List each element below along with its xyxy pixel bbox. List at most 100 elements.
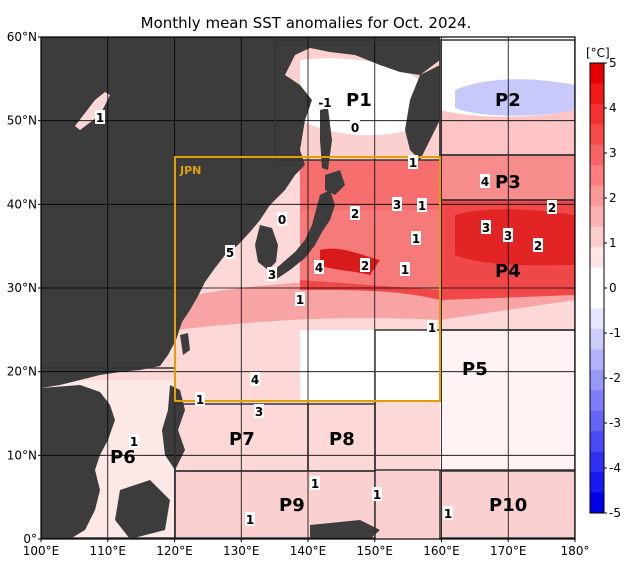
p4-core (455, 209, 575, 266)
contour-label-bg (417, 198, 427, 212)
region-label-p1: P1 (346, 90, 372, 111)
contour-label-bg (195, 392, 205, 406)
contour-label: 1 (129, 434, 139, 449)
contour-label-text: 4 (251, 373, 259, 387)
contour-label: 4 (314, 260, 324, 275)
contour-label-bg (400, 262, 410, 276)
indochina (41, 385, 115, 539)
jpn-region-box (174, 156, 441, 402)
colorbar-segment (590, 206, 604, 228)
contour-label-bg (295, 292, 305, 306)
asia-landmass (41, 37, 440, 388)
region-box-p10 (439, 470, 575, 539)
colorbar-segment (590, 369, 604, 391)
jpn-label: JPN (179, 164, 201, 177)
colorbar-tick-label: 1 (609, 236, 617, 250)
map-area (41, 37, 575, 539)
contour-label: 1 (411, 231, 421, 246)
contour-label: 2 (350, 206, 360, 221)
contour-label-text: 1 (444, 507, 452, 521)
contour-label: 3 (267, 267, 277, 282)
contour-label: 1 (400, 262, 410, 277)
map-title: Monthly mean SST anomalies for Oct. 2024… (141, 14, 472, 32)
colorbar-segment (590, 451, 604, 473)
colorbar-segment (590, 431, 604, 453)
sakhalin (320, 108, 332, 170)
colorbar-segment (590, 390, 604, 412)
colorbar-segment (590, 247, 604, 269)
contour-label: 3 (392, 197, 402, 212)
colorbar-segment (590, 226, 604, 248)
contour-label-bg (372, 487, 382, 501)
colorbar-unit: [°C] (586, 46, 610, 60)
contour-label-text: 1 (311, 477, 319, 491)
contour-label-text: 1 (428, 321, 436, 335)
contour-label-bg (250, 372, 260, 386)
colorbar-segment (590, 288, 604, 309)
colorbar-tick-label: -5 (609, 506, 621, 520)
region-label-p8: P8 (329, 429, 355, 450)
contour-label: 5 (225, 245, 235, 260)
contour-label: 1 (417, 198, 427, 213)
colorbar-segment (590, 308, 604, 330)
contour-label: 0 (350, 120, 360, 135)
p5-area (440, 330, 575, 470)
contour-label-bg (480, 174, 490, 188)
colorbar-tick-label: 5 (609, 56, 617, 70)
contour-label: 3 (481, 220, 491, 235)
p1-white (300, 58, 420, 136)
contour-label: 1 (372, 487, 382, 502)
contour-label-text: 1 (418, 199, 426, 213)
contour-label-text: 1 (401, 263, 409, 277)
contour-label: 1 (408, 155, 418, 170)
contour-label-bg (360, 258, 370, 272)
borneo (115, 480, 170, 539)
p3-area (440, 155, 575, 200)
contour-label-text: 1 (196, 393, 204, 407)
contour-label-bg (310, 476, 320, 490)
new-guinea (310, 520, 380, 539)
contour-label-bg (411, 231, 421, 245)
contour-label-bg (427, 320, 437, 334)
contour-label: 0 (277, 212, 287, 227)
p2-south-area (440, 105, 575, 155)
colorbar-segment (590, 328, 604, 350)
contour-label-text: 3 (482, 221, 490, 235)
contour-label-bg (350, 206, 360, 220)
y-axis-label: 30°N (7, 281, 37, 295)
contour-label-text: 2 (361, 259, 369, 273)
contour-label-text: 5 (226, 246, 234, 260)
contour-label-bg (481, 220, 491, 234)
colorbar-segment (590, 492, 604, 514)
contour-label-text: 4 (481, 175, 489, 189)
contour-label-text: 1 (409, 156, 417, 170)
contour-label-text: 3 (393, 198, 401, 212)
contour-label: 3 (503, 228, 513, 243)
contour-label-bg (503, 228, 513, 242)
contour-label-text: 2 (548, 201, 556, 215)
contour-label: 1 (195, 392, 205, 407)
y-axis-label: 40°N (7, 197, 37, 211)
region-label-p6: P6 (110, 447, 136, 468)
colorbar-tick-label: -3 (609, 416, 621, 430)
colorbar-tick-label: -4 (609, 461, 621, 475)
colorbar-segment (590, 103, 604, 125)
contour-label-text: 0 (351, 121, 359, 135)
x-axis-label: 130°E (223, 544, 260, 558)
contour-label-text: 2 (351, 207, 359, 221)
region-label-p3: P3 (495, 172, 521, 193)
contour-label-text: 4 (315, 261, 323, 275)
contour-label-bg (316, 95, 334, 109)
y-axis-label: 10°N (7, 448, 37, 462)
contour-label: 2 (360, 258, 370, 273)
contour-label: 3 (254, 404, 264, 419)
colorbar-segment (590, 185, 604, 207)
y-axis-label: 20°N (7, 365, 37, 379)
region-label-p7: P7 (229, 429, 255, 450)
contour-label-text: 1 (296, 293, 304, 307)
contour-label: 1 (295, 292, 305, 307)
contour-label-bg (443, 506, 453, 520)
x-axis-label: 180° (561, 544, 590, 558)
region-box-p9 (174, 470, 376, 539)
